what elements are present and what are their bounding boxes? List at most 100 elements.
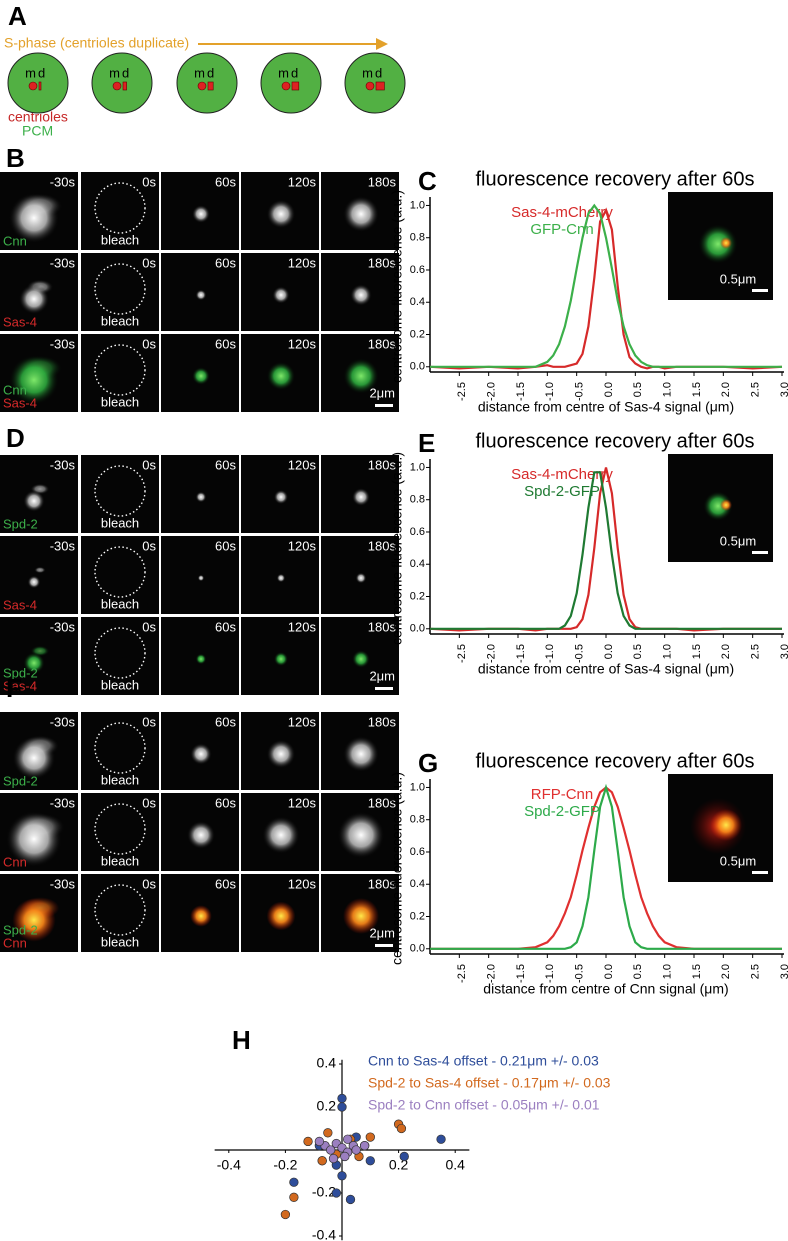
time-label: -30s [50,538,76,553]
micrograph [81,455,159,533]
signal-blob [18,283,50,315]
y-tick-label: 0.0 [410,623,425,635]
scale-bar [375,944,393,947]
signal-blob [23,490,45,512]
x-tick-label: -2.0 [486,964,498,983]
x-tick-label: -0.4 [217,1157,241,1173]
x-tick-label: 2.5 [750,964,762,979]
daughter-centriole [38,81,42,91]
time-label: -30s [50,174,76,189]
daughter-centriole [291,81,300,91]
time-label: -30s [50,336,76,351]
bleach-label: bleach [101,313,139,328]
y-tick-label: 0.8 [410,814,425,826]
scatter-point [328,1153,339,1164]
x-tick-label: -1.0 [544,644,556,663]
bleach-zone [94,344,146,396]
x-tick-label: -1.5 [515,644,527,663]
x-tick-label: 0.0 [603,382,615,397]
signal-blob [195,491,207,503]
y-tick-label: -0.4 [312,1227,336,1241]
time-label: 120s [288,714,317,729]
time-label: 120s [288,174,317,189]
x-tick-label: -2.0 [486,382,498,401]
scale-label: 2μm [369,925,395,940]
legend-entry: RFP-Cnn [531,786,594,803]
channel-label: Spd-2 [3,665,38,680]
x-tick-label: -1.5 [515,964,527,983]
scatter-point [399,1151,409,1162]
micrograph [81,793,159,871]
pcm-cell [260,52,322,114]
x-tick-label: 3.0 [779,644,788,659]
chart-title: fluorescence recovery after 60s [475,750,754,772]
x-tick-label: 1.0 [662,382,674,397]
y-tick-label: 0.6 [410,264,425,276]
daughter-centriole [375,81,385,91]
panel-letter: F [6,673,22,703]
time-label: 180s [368,876,397,891]
legend-entry: Spd-2 to Cnn offset - 0.05μm +/- 0.01 [368,1097,600,1113]
y-tick-label: 0.2 [410,590,425,602]
scatter-point [340,1151,350,1162]
y-tick-label: 0.0 [410,361,425,373]
time-label: 60s [215,795,236,810]
arrow-head [376,38,388,50]
x-tick-label: -2.5 [456,382,468,401]
bleach-zone [94,722,146,774]
scatter-point [303,1136,313,1147]
x-tick-label: 0.5 [632,964,644,979]
y-tick-label: 0.4 [410,878,425,890]
time-label: 180s [368,457,397,472]
time-label: 120s [288,619,317,634]
panel-letter: B [6,143,25,173]
signal-blob [266,901,296,931]
time-label: -30s [50,619,76,634]
x-tick-label: -1.5 [515,382,527,401]
signal-blob [186,820,216,850]
inset-blob [703,491,733,521]
x-tick-label: -0.2 [273,1157,297,1173]
signal-blob [337,811,385,859]
scatter-point [289,1192,299,1202]
daughter-label: d [375,65,382,80]
daughter-label: d [122,65,129,80]
signal-blob [352,488,370,506]
micrograph [81,253,159,331]
daughter-label: d [207,65,214,80]
time-label: 60s [215,255,236,270]
y-tick-label: 0.2 [410,328,425,340]
series-line [430,471,782,630]
mother-centriole [365,81,375,91]
channel-label: Sas-4 [3,678,37,693]
time-label: 120s [288,795,317,810]
mother-label: m [109,65,120,80]
signal-blob [8,192,60,244]
scatter-point [280,1209,291,1220]
panel-a: A S-phase (centrioles duplicate) centrio… [4,1,388,139]
time-label: 120s [288,457,317,472]
x-tick-label: -0.5 [574,964,586,983]
time-label: 0s [142,457,156,472]
legend-entry: GFP-Cnn [530,221,593,238]
x-tick-label: 2.0 [720,382,732,397]
signal-blob [266,199,296,229]
inset-scale-bar [752,871,768,874]
signal-halo [34,566,46,574]
x-tick-label: -1.0 [544,382,556,401]
daughter-label: d [291,65,298,80]
time-label: 120s [288,538,317,553]
signal-blob [343,736,379,772]
x-tick-label: 2.0 [720,964,732,979]
signal-blob [12,736,56,780]
bleach-label: bleach [101,772,139,787]
signal-blob [266,361,296,391]
scatter-point [337,1093,347,1104]
centrioles-label: centrioles [8,109,68,125]
signal-blob [197,574,205,582]
x-tick-label: 3.0 [779,964,788,979]
y-tick-label: 1.0 [410,461,425,473]
channel-label: Spd-2 [3,773,38,788]
scatter-point [365,1156,375,1166]
pcm-label: PCM [22,123,53,139]
